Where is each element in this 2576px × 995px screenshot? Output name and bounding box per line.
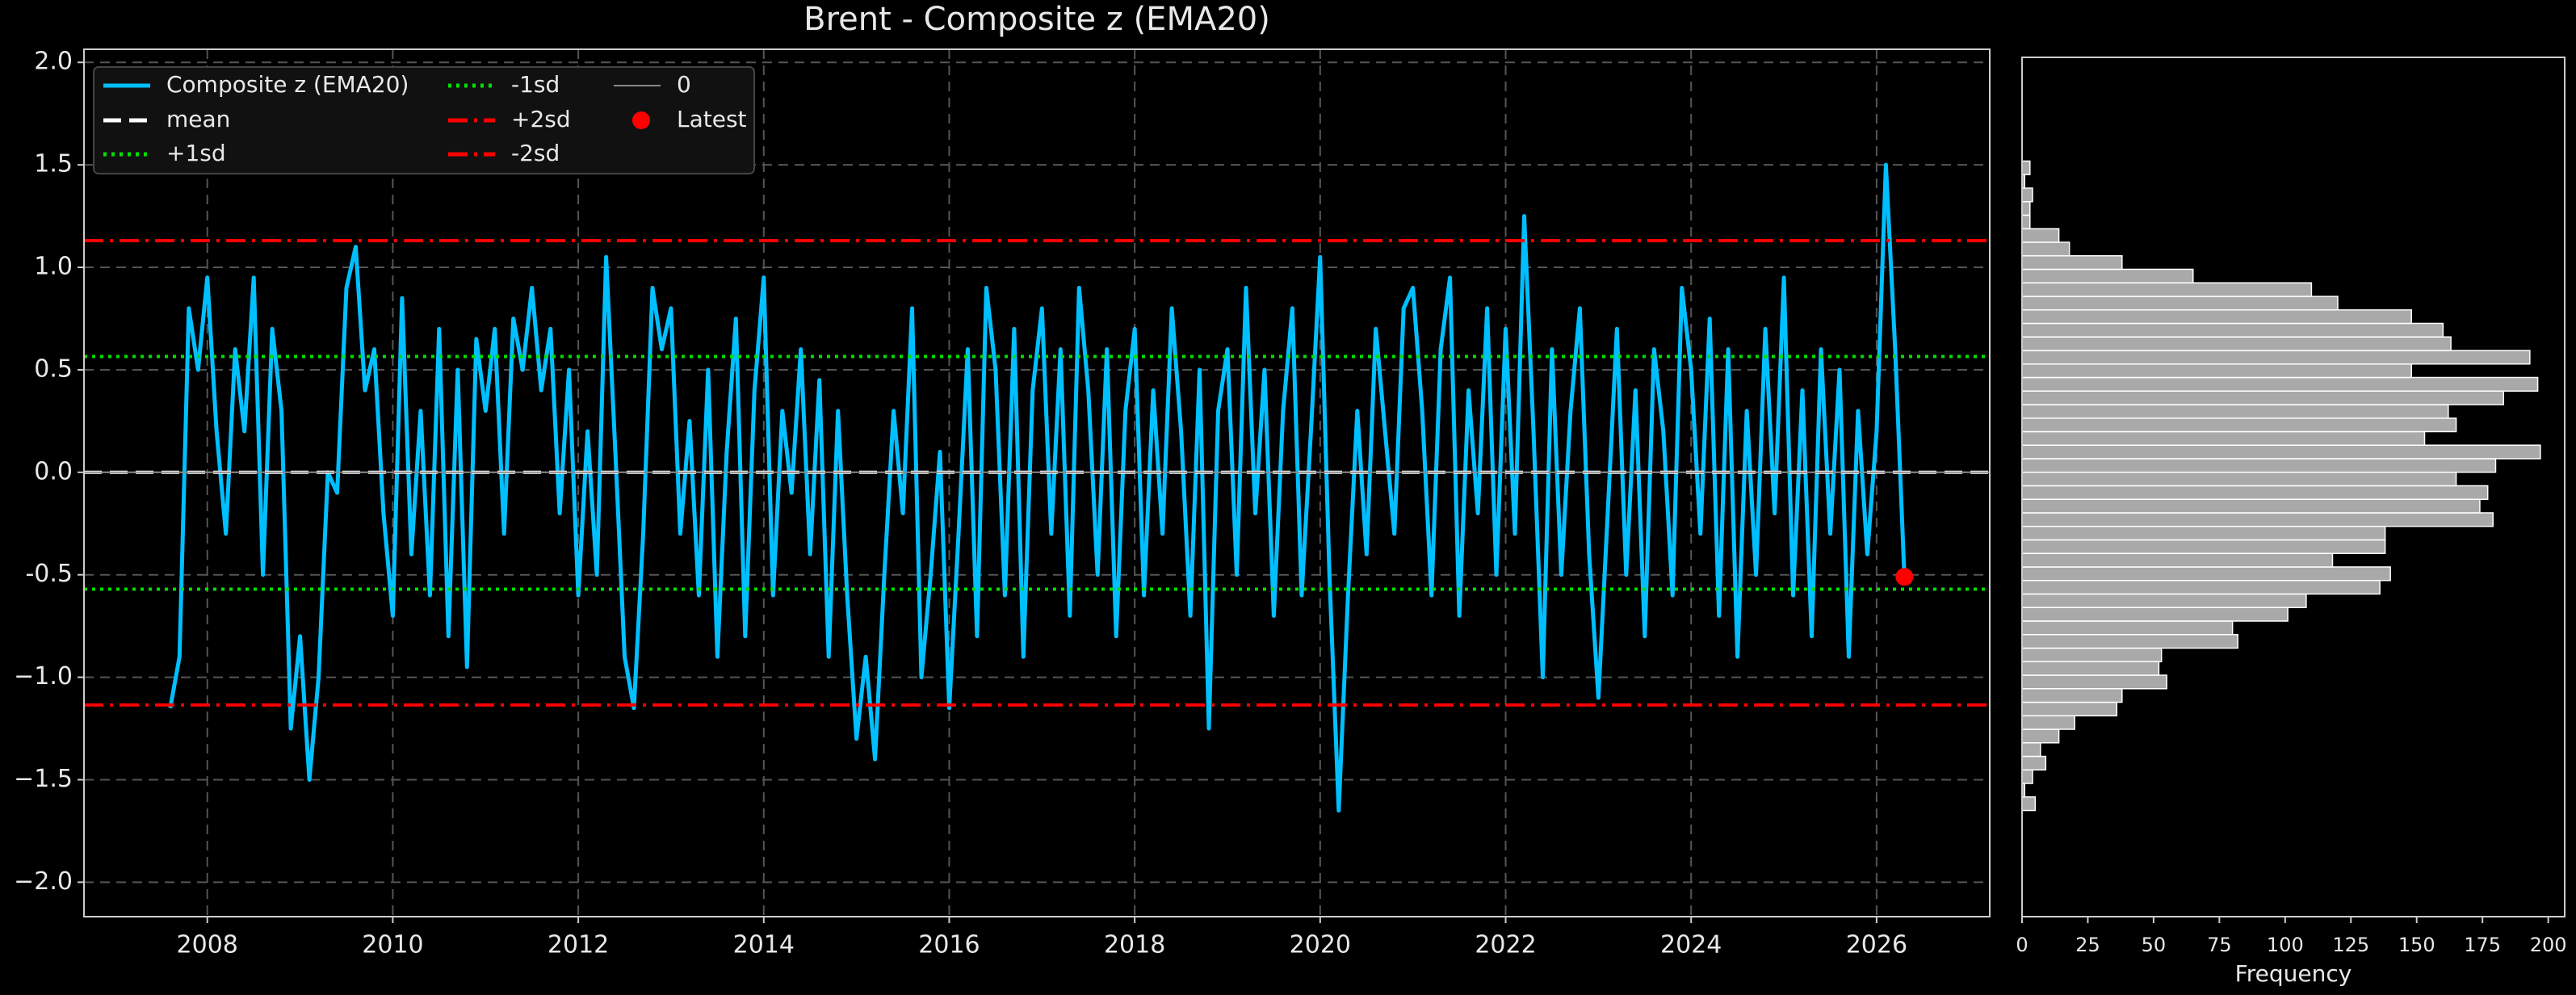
histogram-bar — [2021, 268, 2194, 283]
legend-label: Latest — [677, 106, 747, 132]
histogram-bar — [2021, 296, 2339, 311]
histogram-bar — [2021, 417, 2457, 433]
x-tick-label: 2016 — [918, 931, 980, 959]
y-tick-label: −1.5 — [14, 765, 73, 793]
histogram-bar — [2021, 336, 2452, 351]
histogram-bar — [2021, 282, 2313, 297]
histogram-bar — [2021, 579, 2381, 595]
histogram-bar — [2021, 485, 2489, 500]
histogram-bar — [2021, 241, 2070, 257]
histogram-bar — [2021, 404, 2449, 419]
histogram-bar — [2021, 444, 2541, 460]
histogram-bar — [2021, 322, 2444, 338]
x-tick-label: 50 — [2142, 934, 2167, 956]
chart-title: Brent - Composite z (EMA20) — [803, 1, 1270, 38]
histogram-bar — [2021, 525, 2386, 541]
x-tick-label: 0 — [2016, 934, 2028, 956]
histogram-bar — [2021, 728, 2060, 744]
histogram-bar — [2021, 661, 2160, 676]
data-line — [168, 162, 1907, 812]
histogram-bar — [2021, 593, 2307, 608]
x-tick-label: 2014 — [733, 931, 795, 959]
legend-label: +2sd — [511, 106, 571, 132]
histogram-bar — [2021, 214, 2031, 229]
histogram-bar — [2021, 647, 2163, 663]
histogram-bar — [2021, 350, 2531, 365]
x-tick-label: 100 — [2267, 934, 2304, 956]
histogram-bar — [2021, 309, 2412, 325]
histogram-bar — [2021, 187, 2033, 203]
legend-marker — [632, 111, 650, 129]
histogram-bar — [2021, 498, 2481, 514]
histogram-bar — [2021, 254, 2123, 271]
histogram-bar — [2021, 620, 2234, 636]
y-tick-label: 0.0 — [34, 457, 73, 485]
histogram-bar — [2021, 742, 2041, 758]
y-tick-label: −2.0 — [14, 867, 73, 896]
x-tick-label: 2022 — [1475, 931, 1536, 959]
histogram-bar — [2021, 566, 2391, 581]
x-tick-label: 25 — [2075, 934, 2100, 956]
x-tick-label: 2010 — [362, 931, 423, 959]
histogram-bar — [2021, 552, 2334, 568]
histogram-bar — [2021, 796, 2037, 812]
y-tick-label: -0.5 — [25, 560, 73, 588]
x-tick-label: 75 — [2207, 934, 2232, 956]
legend-label: mean — [166, 106, 230, 132]
axes-frame — [2021, 57, 2566, 917]
x-tick-label: 175 — [2464, 934, 2501, 956]
y-tick-label: 2.0 — [34, 48, 73, 76]
y-tick-label: 1.0 — [34, 253, 73, 281]
histogram-bar — [2021, 430, 2426, 446]
x-axis-label: Frequency — [2235, 960, 2352, 987]
histogram-bar — [2021, 160, 2031, 175]
histogram-bar — [2021, 539, 2386, 554]
histogram-bar — [2021, 607, 2289, 622]
y-tick-label: 1.5 — [34, 150, 73, 178]
histogram-bar — [2021, 701, 2118, 717]
legend-box — [93, 66, 755, 174]
x-tick-label: 2024 — [1660, 931, 1722, 959]
histogram-bar — [2021, 633, 2238, 649]
histogram-bar — [2021, 512, 2494, 527]
x-tick-label: 2026 — [1846, 931, 1907, 959]
latest-point — [1895, 568, 1914, 586]
histogram-bar — [2021, 200, 2031, 216]
histogram-bar — [2021, 228, 2060, 243]
histogram-bar — [2021, 458, 2497, 473]
histogram-bar — [2021, 688, 2123, 703]
x-tick-label: 125 — [2332, 934, 2369, 956]
legend-label: -1sd — [511, 71, 560, 98]
axes-frame — [83, 48, 1991, 917]
histogram-bar — [2021, 363, 2412, 379]
x-tick-label: 2018 — [1104, 931, 1165, 959]
y-tick-label: 0.5 — [34, 355, 73, 383]
legend-label: +1sd — [166, 140, 226, 166]
x-tick-label: 200 — [2530, 934, 2567, 956]
legend-label: -2sd — [511, 140, 560, 166]
x-tick-label: 2020 — [1290, 931, 1351, 959]
legend-label: Composite z (EMA20) — [166, 71, 409, 98]
histogram-bar — [2021, 471, 2457, 487]
histogram-bar — [2021, 755, 2047, 771]
histogram-bar — [2021, 674, 2167, 690]
histogram-bar — [2021, 769, 2033, 784]
x-tick-label: 2012 — [548, 931, 609, 959]
x-tick-label: 150 — [2398, 934, 2435, 956]
x-tick-label: 2008 — [177, 931, 238, 959]
histogram-bar — [2021, 376, 2539, 392]
histogram-bar — [2021, 390, 2504, 405]
histogram-bar — [2021, 715, 2075, 730]
y-tick-label: −1.0 — [14, 662, 73, 691]
legend-label: 0 — [677, 71, 691, 98]
